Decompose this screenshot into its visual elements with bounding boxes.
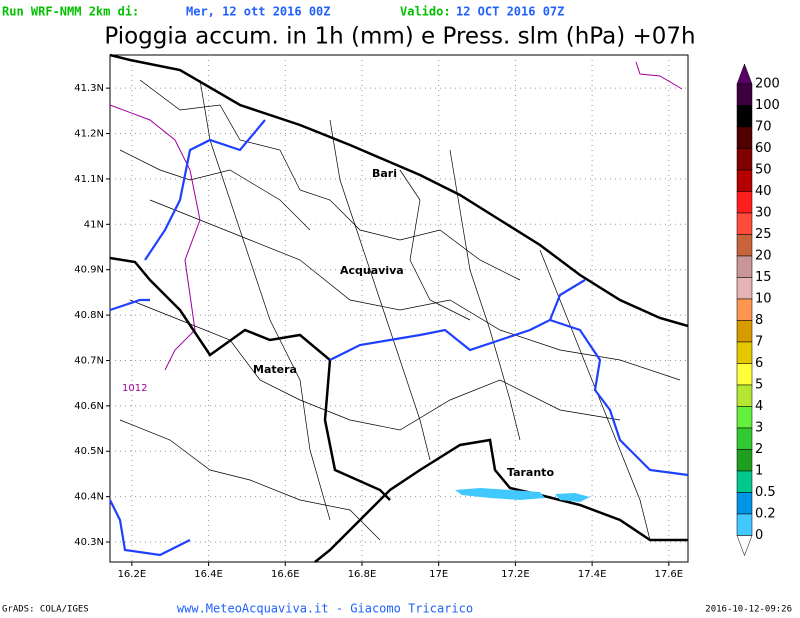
colorbar-box	[736, 427, 753, 450]
coastline	[314, 499, 381, 563]
footer-right: 2016-10-12-09:26	[705, 605, 792, 615]
run-date: Mer, 12 ott 2016 00Z	[186, 5, 331, 19]
place-label: Bari	[372, 167, 397, 180]
colorbar-label: 3	[755, 421, 763, 436]
run-label: Run WRF-NMM 2km di:	[2, 5, 139, 19]
colorbar-box	[736, 169, 753, 192]
municipal-borders	[119, 79, 681, 541]
y-tick-label: 40.9N	[74, 265, 104, 276]
colorbar-label: 0.5	[755, 485, 776, 500]
colorbar-box	[736, 320, 753, 343]
colorbar-label: 7	[755, 335, 763, 350]
colorbar-label: 200	[755, 77, 780, 92]
colorbar-box	[736, 492, 753, 515]
colorbar-box	[736, 298, 753, 321]
colorbar-label: 100	[755, 98, 780, 113]
colorbar-label: 25	[755, 227, 772, 242]
colorbar-box	[736, 83, 753, 106]
region-borders	[109, 119, 689, 557]
isobar	[635, 61, 683, 90]
y-tick-label: 40.4N	[74, 492, 104, 503]
y-tick-label: 41.1N	[74, 174, 104, 185]
colorbar-box	[736, 470, 753, 493]
colorbar-label: 30	[755, 206, 772, 221]
colorbar-label: 10	[755, 292, 772, 307]
colorbar-cap	[736, 535, 753, 557]
province-border	[109, 256, 391, 501]
colorbar-box	[736, 148, 753, 171]
rain-area	[555, 493, 590, 502]
x-tick-label: 16.4E	[194, 569, 223, 580]
plot-frame	[109, 54, 689, 563]
y-tick-label: 41N	[84, 219, 104, 230]
x-tick-label: 16.2E	[118, 569, 147, 580]
y-tick-label: 40.3N	[74, 537, 104, 548]
colorbar-box	[736, 384, 753, 407]
colorbar-box	[736, 105, 753, 128]
colorbar-label: 15	[755, 270, 772, 285]
y-tick-label: 40.6N	[74, 401, 104, 412]
place-label: Acquaviva	[340, 264, 404, 277]
colorbar-label: 0	[755, 528, 763, 543]
isobar	[109, 104, 201, 371]
x-tick-label: 16.8E	[348, 569, 377, 580]
coastline	[109, 53, 689, 328]
colorbar-label: 6	[755, 356, 763, 371]
colorbar-label: 50	[755, 163, 772, 178]
map-area: Bari Acquaviva Matera Taranto 1012	[109, 53, 689, 563]
y-tick-label: 40.7N	[74, 355, 104, 366]
colorbar-label: 70	[755, 120, 772, 135]
x-tick-label: 16.6E	[271, 569, 300, 580]
footer-left: GrADS: COLA/IGES	[2, 605, 89, 615]
x-tick-label: 17.4E	[578, 569, 607, 580]
place-label: Taranto	[507, 466, 554, 479]
colorbar-label: 5	[755, 378, 763, 393]
valid-label: Valido:	[400, 5, 451, 19]
colorbar-label: 20	[755, 249, 772, 264]
colorbar-box	[736, 255, 753, 278]
colorbar-label: 2	[755, 442, 763, 457]
y-tick-label: 41.3N	[74, 83, 104, 94]
colorbar-label: 60	[755, 141, 772, 156]
colorbar-label: 4	[755, 399, 763, 414]
rain-area	[455, 488, 545, 500]
place-label: Matera	[253, 363, 297, 376]
footer-center: www.MeteoAcquaviva.it - Giacomo Tricaric…	[177, 602, 473, 616]
x-tick-label: 17E	[429, 569, 448, 580]
colorbar-box	[736, 406, 753, 429]
y-tick-label: 40.8N	[74, 310, 104, 321]
x-tick-label: 17.6E	[655, 569, 684, 580]
y-tick-label: 41.2N	[74, 129, 104, 140]
colorbar-box	[736, 126, 753, 149]
valid-date: 12 OCT 2016 07Z	[456, 5, 564, 19]
colorbar-box	[736, 234, 753, 257]
colorbar: 200 100 70 60 50 40 30 25 20 15 10 8 7 6 5 4 3 2 1 0.5 0.2 0	[736, 63, 780, 557]
colorbar-box	[736, 341, 753, 364]
colorbar-label: 8	[755, 313, 763, 328]
colorbar-label: 40	[755, 184, 772, 199]
colorbar-label: 0.2	[755, 507, 776, 522]
colorbar-box	[736, 449, 753, 472]
colorbar-label: 1	[755, 464, 763, 479]
colorbar-cap	[736, 63, 753, 85]
colorbar-box	[736, 277, 753, 300]
title: Pioggia accum. in 1h (mm) e Press. slm (…	[104, 24, 695, 50]
colorbar-box	[736, 513, 753, 536]
isobar-label: 1012	[122, 383, 147, 394]
x-tick-label: 17.2E	[501, 569, 530, 580]
colorbar-box	[736, 363, 753, 386]
coastline	[379, 438, 688, 542]
colorbar-box	[736, 191, 753, 214]
colorbar-box	[736, 212, 753, 235]
y-tick-label: 40.5N	[74, 446, 104, 457]
